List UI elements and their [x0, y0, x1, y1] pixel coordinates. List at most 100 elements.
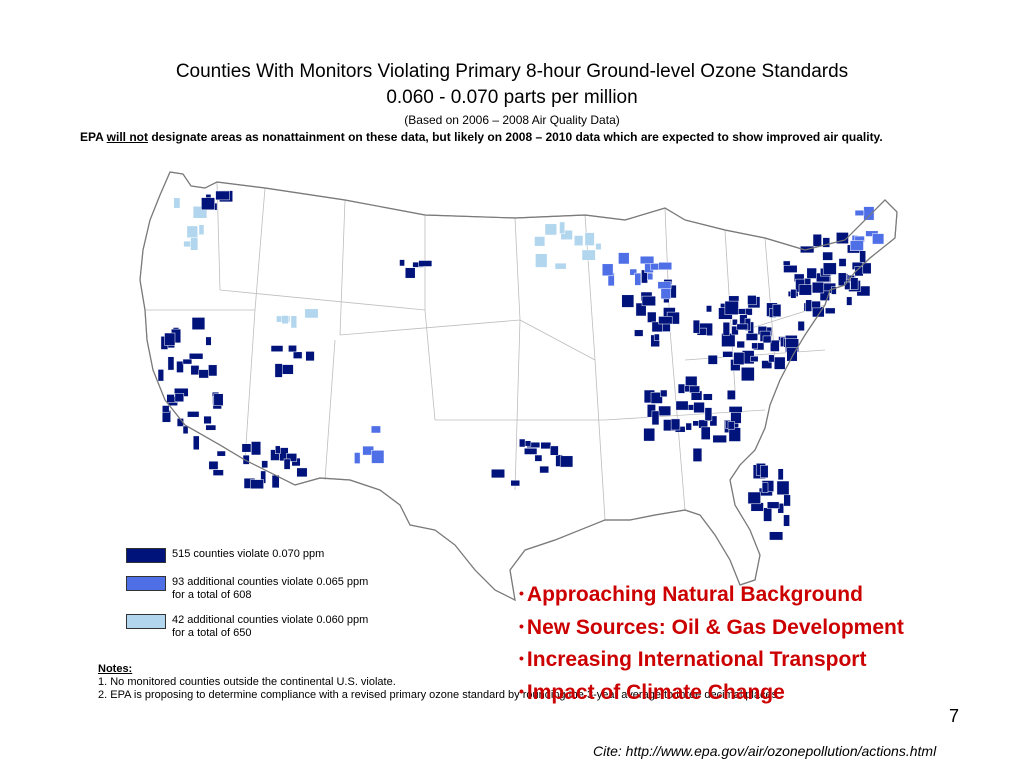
legend-label-065: 93 additional counties violate 0.065 ppm…: [172, 576, 368, 602]
county-level-070: [692, 319, 700, 334]
legend-label-060: 42 additional counties violate 0.060 ppm…: [172, 614, 368, 640]
county-level-060: [554, 262, 567, 270]
county-level-070: [812, 233, 822, 247]
county-level-070: [641, 295, 656, 307]
us-county-map: [139, 171, 898, 602]
legend-label-065-line2: for a total of 608: [172, 589, 252, 601]
county-level-070: [844, 281, 851, 290]
county-level-070: [182, 358, 193, 365]
county-level-070: [677, 383, 686, 394]
bullet-text: New Sources: Oil & Gas Development: [526, 615, 904, 639]
county-level-060: [559, 221, 566, 234]
county-level-070: [707, 354, 718, 365]
county-level-065: [849, 240, 864, 251]
legend-label-070: 515 counties violate 0.070 ppm: [172, 548, 325, 560]
county-level-060: [190, 237, 199, 251]
county-level-070: [702, 393, 713, 401]
county-level-065: [371, 450, 385, 464]
bullet-dot: •: [519, 682, 524, 699]
county-level-060: [544, 223, 557, 236]
county-level-070: [806, 267, 817, 279]
legend-swatch-060: [126, 614, 166, 629]
notes-title: Notes:: [98, 663, 133, 675]
state-line: [424, 309, 436, 421]
county-level-065: [658, 262, 673, 271]
county-level-070: [798, 284, 812, 296]
county-level-070: [773, 356, 786, 370]
county-level-070: [539, 465, 550, 474]
bullet-text: Increasing International Transport: [526, 648, 867, 671]
county-level-070: [634, 329, 644, 337]
county-level-070: [188, 353, 204, 360]
county-level-070: [643, 427, 656, 442]
county-level-070: [741, 367, 755, 382]
county-level-070: [540, 441, 552, 450]
county-level-070: [790, 289, 797, 299]
county-level-070: [549, 445, 559, 456]
county-level-060: [560, 229, 573, 240]
county-level-070: [404, 267, 416, 279]
county-level-070: [215, 190, 230, 201]
county-level-070: [167, 356, 175, 371]
county-level-065: [660, 287, 672, 300]
county-level-065: [618, 252, 630, 265]
map-subtitle: 0.060 - 0.070 parts per million: [386, 87, 638, 108]
county-level-070: [162, 405, 170, 413]
county-level-065: [370, 425, 381, 434]
state-line: [514, 319, 521, 491]
county-level-070: [653, 333, 660, 341]
data-basis-note: (Based on 2006 – 2008 Air Quality Data): [404, 113, 620, 127]
county-level-065: [647, 273, 654, 281]
county-level-065: [872, 233, 885, 245]
county-level-070: [763, 507, 773, 522]
bullet-item: • Impact of Climate Change: [519, 676, 904, 709]
county-level-060: [574, 235, 584, 247]
county-level-070: [191, 317, 206, 330]
county-level-070: [768, 354, 775, 363]
county-level-070: [726, 389, 736, 400]
county-level-060: [584, 232, 595, 246]
county-level-070: [722, 321, 730, 336]
county-level-070: [208, 364, 218, 377]
county-level-070: [822, 237, 831, 248]
page-number: 7: [949, 706, 960, 726]
state-line: [254, 187, 266, 311]
county-level-070: [770, 339, 780, 352]
county-level-070: [769, 531, 784, 541]
county-level-070: [724, 300, 739, 315]
legend-label-065-line1: 93 additional counties violate 0.065 ppm: [172, 576, 369, 588]
county-level-070: [751, 342, 758, 350]
violating-counties: [157, 190, 885, 541]
county-level-070: [241, 443, 252, 453]
county-level-060: [198, 224, 205, 235]
county-level-070: [205, 336, 212, 346]
county-level-070: [190, 365, 200, 376]
state-line: [244, 309, 256, 461]
state-line: [219, 289, 426, 311]
county-level-070: [635, 302, 647, 317]
county-level-070: [825, 307, 836, 314]
county-level-070: [761, 482, 769, 493]
county-level-070: [728, 406, 743, 413]
county-level-070: [491, 468, 505, 479]
county-level-070: [685, 375, 698, 388]
county-level-070: [675, 400, 689, 411]
county-level-070: [704, 407, 713, 422]
county-level-065: [629, 268, 638, 276]
county-level-065: [657, 281, 672, 289]
county-level-070: [399, 259, 405, 267]
citation-link[interactable]: Cite: http://www.epa.gov/air/ozonepollut…: [593, 743, 937, 759]
county-level-070: [251, 441, 262, 456]
epa-note-after: designate areas as nonattainment on thes…: [148, 130, 883, 144]
county-level-070: [519, 438, 526, 448]
county-level-070: [693, 401, 705, 414]
state-line: [519, 319, 596, 361]
county-level-070: [736, 323, 749, 331]
county-level-070: [838, 258, 847, 267]
us-outline: [139, 171, 898, 602]
county-level-060: [173, 197, 181, 209]
county-level-070: [797, 320, 805, 332]
county-level-070: [862, 262, 872, 275]
county-level-070: [762, 335, 772, 344]
county-level-070: [280, 364, 294, 375]
